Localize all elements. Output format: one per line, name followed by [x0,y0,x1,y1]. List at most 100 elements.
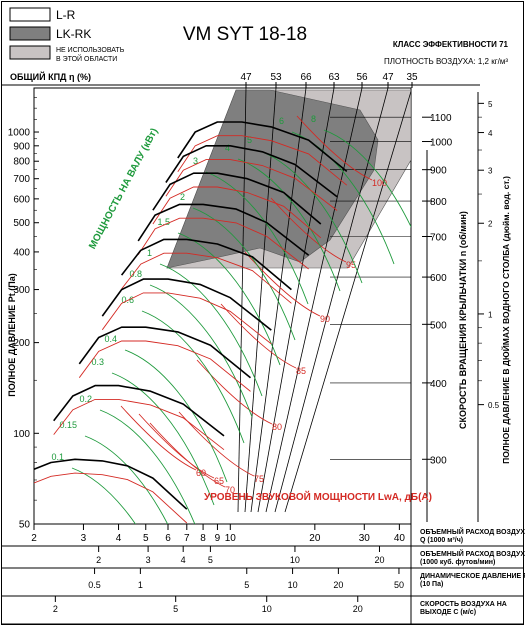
speed-curve [53,384,225,437]
bottom-scale-tick-label: 1 [138,580,143,590]
bottom-scale-tick-label: 4 [181,555,186,565]
speed-curve [165,145,338,198]
sound-power-line-label: 85 [296,366,306,376]
bottom-scale-tick-label: 5 [173,604,178,614]
shaft-power-line [159,263,263,397]
sound-power-line-label: 65 [214,476,224,486]
shaft-power-line-label: 6 [279,116,284,126]
efficiency-class: КЛАСС ЭФФЕКТИВНОСТИ 71 [393,40,509,49]
pressure-tick-label: 100 [13,429,30,440]
shaft-power-line [84,435,169,524]
shaft-power-line [177,232,281,366]
efficiency-ray [250,88,307,513]
shaft-power-line [124,349,228,483]
efficiency-ray [265,88,363,513]
bottom-scale-tick-label: 20 [309,533,321,544]
lk-rk-curve [152,186,322,239]
bottom-scale-tick-label: 40 [394,533,406,544]
inch-tick-label: 3 [488,167,493,176]
shaft-power-line-label: 5 [247,135,252,145]
sound-power-line-label: 95 [346,260,356,270]
rpm-guide-lines [330,116,411,460]
rpm-tick-label: 300 [430,455,447,466]
rpm-tick-label: 600 [430,273,447,284]
shaft-power-line [237,158,341,292]
bottom-scale-tick-label: 2 [53,604,58,614]
shaft-power-line-label: 1 [147,248,152,258]
bottom-scale-tick-label: 6 [165,533,171,544]
shaft-power-line-label: 1.5 [157,217,170,227]
bottom-scale-tick-label: 5 [208,555,213,565]
inch-tick-label: 5 [488,100,493,109]
rpm-tick-label: 800 [430,197,447,208]
lk-rk-curve [121,252,292,304]
efficiency-ray [237,88,247,513]
sound-power-line [120,405,197,471]
inch-tick-label: 1 [488,310,493,319]
bottom-scale-tick-label: 50 [394,580,404,590]
pressure-tick-label: 300 [13,285,30,296]
bottom-scale-tick-label: 10 [262,604,272,614]
rpm-tick-label: 500 [430,320,447,331]
bottom-scale-tick-label: 30 [359,533,371,544]
lk-rk-curve [34,472,188,524]
bottom-scale-tick-label: 5 [244,580,249,590]
rpm-tick-label: 900 [430,166,447,177]
shaft-power-line [111,372,215,506]
bottom-scale-label: ОБЪЕМНЫЙ РАСХОД ВОЗДУХА Q (1000 м³/ч) [420,527,525,544]
shaft-power-line [141,310,245,444]
rpm-tick-label: 1000 [430,138,453,149]
inch-tick-label: 4 [488,129,493,138]
bottom-scale-tick-label: 9 [215,533,221,544]
bottom-scale-tick-label: 20 [333,580,343,590]
shaft-power-line-label: 0.8 [129,269,142,279]
sound-power-line-label: 100 [372,178,387,188]
sound-power-line [270,197,347,263]
efficiency-ray [284,89,411,513]
shaft-power-line-label: 8 [311,114,316,124]
bottom-scale-tick-label: 10 [225,533,237,544]
pressure-tick-label: 1000 [8,128,31,139]
efficiency-ray [274,88,389,513]
bottom-scale-label: ДИНАМИЧЕСКОЕ ДАВЛЕНИЕ Pd (10 Па) [420,573,525,588]
shaft-power-line-label: 0.4 [104,334,117,344]
efficiency-tick-label: 47 [382,72,394,83]
legend: L-R LK-RK НЕ ИСПОЛЬЗОВАТЬ В ЭТОЙ ОБЛАСТИ [9,7,125,63]
sound-power-line [196,359,273,425]
bottom-scale-tick-label: 5 [143,533,149,544]
lk-rk-operating-curves [34,135,348,524]
shaft-power-line-label: 0.2 [79,394,92,404]
efficiency-tick-label: 63 [328,72,340,83]
sound-power-line-label: 80 [272,422,282,432]
pressure-axis-label: ПОЛНОЕ ДАВЛЕНИЕ Pt (Па) [7,273,17,397]
sound-power-line-label: 75 [254,474,264,484]
rpm-tick-label: 700 [430,233,447,244]
sound-power-line-label: 70 [225,485,235,495]
legend-label-forbidden: НЕ ИСПОЛЬЗОВАТЬ В ЭТОЙ ОБЛАСТИ [56,47,125,63]
lk-rk-curve [101,292,272,345]
shaft-power-line [323,129,411,228]
inch-tick-label: 2 [488,220,493,229]
bottom-scale-label: ОБЪЕМНЫЙ РАСХОД ВОЗДУХА Q(1000 куб. футо… [420,549,525,566]
bottom-scale-tick-label: 10 [290,555,300,565]
legend-swatch-lkrk [9,26,51,41]
pressure-tick-label: 500 [13,218,30,229]
fan-speed-curves [34,121,348,510]
lk-rk-curve [78,340,251,392]
shaft-power-line [99,409,196,524]
shaft-power-line [205,171,309,305]
lk-rk-curve [137,217,309,270]
lk-rk-curve [53,398,225,451]
pressure-tick-label: 50 [19,520,31,531]
rpm-scale-ticks: 1100 1000 900 800 700 600 500 400 300 [422,113,453,466]
bottom-scale-tick-label: 3 [146,555,151,565]
legend-label-lr: L-R [56,8,76,22]
shaft-power-line [192,207,296,341]
speed-curve [152,172,322,225]
pressure-tick-label: 600 [13,194,30,205]
bottom-scale-tick-label: 10 [288,580,298,590]
efficiency-label: ОБЩИЙ КПД η (%) [10,71,91,82]
inch-axis-label: ПОЛНОЕ ДАВЛЕНИЕ В ДЮЙМАХ ВОДНОГО СТОЛБА … [500,176,511,464]
